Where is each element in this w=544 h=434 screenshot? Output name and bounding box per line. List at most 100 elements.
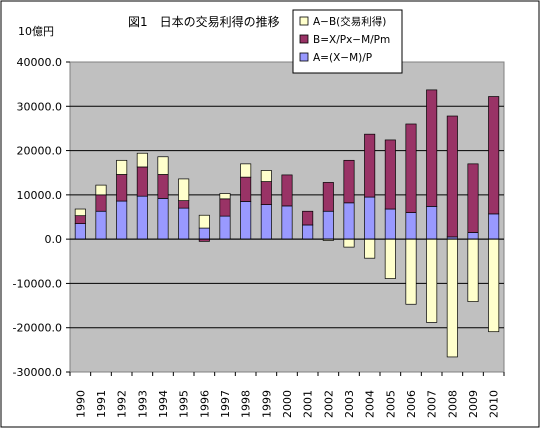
bar-series3-1993 xyxy=(136,152,148,168)
legend-label-1: A−B(交易利得) xyxy=(313,15,386,28)
bar-series1-2003 xyxy=(343,202,355,240)
bar-series1-2004 xyxy=(364,196,376,240)
bar-series2-1991 xyxy=(95,194,107,212)
bar-series2-1993 xyxy=(136,166,148,197)
bar-series2-2007 xyxy=(426,89,438,207)
bar-series2-2000 xyxy=(281,174,293,207)
chart-title: 図1 日本の交易利得の推移 xyxy=(128,14,280,29)
x-tick-label: 1991 xyxy=(95,390,108,418)
x-tick-label: 2005 xyxy=(384,390,397,418)
bar-series1-1993 xyxy=(136,195,148,240)
bar-series1-1995 xyxy=(178,207,190,240)
y-tick-label: 30000.0 xyxy=(17,100,63,113)
bar-series1-1998 xyxy=(240,201,252,240)
legend-swatch-2 xyxy=(299,34,309,44)
x-tick-label: 1993 xyxy=(136,390,149,418)
x-tick-label: 1999 xyxy=(260,390,273,418)
bar-series2-2003 xyxy=(343,159,355,204)
bar-series2-1997 xyxy=(219,198,231,217)
y-tick-label: -10000.0 xyxy=(13,277,62,290)
legend-label-2: B=X/Px−M/Pm xyxy=(313,34,390,46)
bar-series1-1996 xyxy=(198,227,210,240)
bar-series1-2005 xyxy=(384,208,396,240)
bar-series1-2009 xyxy=(467,232,479,240)
x-tick-label: 2010 xyxy=(488,390,501,418)
bar-series2-1999 xyxy=(260,181,272,205)
bar-series1-1999 xyxy=(260,204,272,240)
x-tick-label: 2003 xyxy=(343,390,356,418)
bar-series3-1995 xyxy=(178,178,190,201)
x-tick-label: 2009 xyxy=(467,390,480,418)
bar-series3-2008 xyxy=(446,238,458,358)
bar-series3-2009 xyxy=(467,238,479,302)
y-tick-label: -20000.0 xyxy=(13,322,62,335)
x-tick-label: 2004 xyxy=(364,390,377,418)
x-tick-label: 2006 xyxy=(405,390,418,418)
bar-series1-2000 xyxy=(281,205,293,240)
bar-series3-2004 xyxy=(364,238,376,259)
bar-series3-1991 xyxy=(95,184,107,196)
bar-series2-1995 xyxy=(178,200,190,209)
y-tick-label: 0.0 xyxy=(45,233,63,246)
x-tick-label: 2002 xyxy=(322,390,335,418)
bar-series2-2010 xyxy=(488,96,500,215)
x-tick-label: 1998 xyxy=(240,390,253,418)
bar-series3-2003 xyxy=(343,238,355,248)
bar-series2-1994 xyxy=(157,174,169,199)
bar-series2-1998 xyxy=(240,176,252,202)
bar-series1-1991 xyxy=(95,210,107,240)
bar-series2-2008 xyxy=(446,115,458,238)
bar-series1-1997 xyxy=(219,215,231,240)
bar-series2-2009 xyxy=(467,163,479,233)
x-tick-label: 1994 xyxy=(157,390,170,418)
bar-series3-1996 xyxy=(198,214,210,229)
bar-series2-2002 xyxy=(322,182,334,212)
bar-series1-2001 xyxy=(302,224,314,240)
bar-series1-2010 xyxy=(488,213,500,240)
x-tick-label: 1992 xyxy=(116,390,129,418)
bar-series2-2004 xyxy=(364,133,376,198)
x-tick-label: 1995 xyxy=(178,390,191,418)
legend-box xyxy=(292,9,403,74)
bar-series1-2002 xyxy=(322,210,334,240)
legend-swatch-1 xyxy=(299,16,309,26)
bar-series3-2006 xyxy=(405,238,417,305)
bar-series3-2010 xyxy=(488,238,500,333)
y-tick-label: 10000.0 xyxy=(17,189,63,202)
bar-series3-2005 xyxy=(384,238,396,279)
bar-series3-1994 xyxy=(157,156,169,175)
unit-label: 10億円 xyxy=(18,25,54,38)
legend: A−B(交易利得) B=X/Px−M/Pm A=(X−M)/P xyxy=(292,9,403,74)
bar-series3-1997 xyxy=(219,193,231,200)
bar-series2-2005 xyxy=(384,139,396,210)
bar-series1-1994 xyxy=(157,198,169,240)
x-tick-label: 2001 xyxy=(302,390,315,418)
bar-series3-1992 xyxy=(116,159,128,175)
bar-series2-2001 xyxy=(302,210,314,226)
bar-series3-1998 xyxy=(240,163,252,178)
bars-layer xyxy=(74,89,500,358)
y-tick-label: -30000.0 xyxy=(13,366,62,379)
bar-series1-1990 xyxy=(74,223,86,240)
x-tick-label: 1990 xyxy=(74,390,87,418)
legend-swatch-3 xyxy=(299,52,309,62)
bar-series2-2006 xyxy=(405,123,417,213)
x-tick-label: 2007 xyxy=(426,390,439,418)
bar-series3-1999 xyxy=(260,170,272,182)
bar-series1-1992 xyxy=(116,200,128,240)
chart-border xyxy=(0,0,540,428)
bar-series1-2006 xyxy=(405,212,417,240)
bar-series3-2007 xyxy=(426,238,438,323)
bar-series3-1990 xyxy=(74,208,86,217)
bar-series2-1990 xyxy=(74,215,86,224)
y-tick-label: 40000.0 xyxy=(17,56,63,69)
axis-layer: 40000.0 30000.0 20000.0 10000.0 0.0 -10000.0 -… xyxy=(13,56,505,418)
x-tick-label: 1997 xyxy=(219,390,232,418)
bar-series1-2007 xyxy=(426,206,438,240)
x-tick-label: 1996 xyxy=(198,390,211,418)
x-tick-label: 2000 xyxy=(281,390,294,418)
x-tick-label: 2008 xyxy=(446,390,459,418)
y-tick-label: 20000.0 xyxy=(17,145,63,158)
